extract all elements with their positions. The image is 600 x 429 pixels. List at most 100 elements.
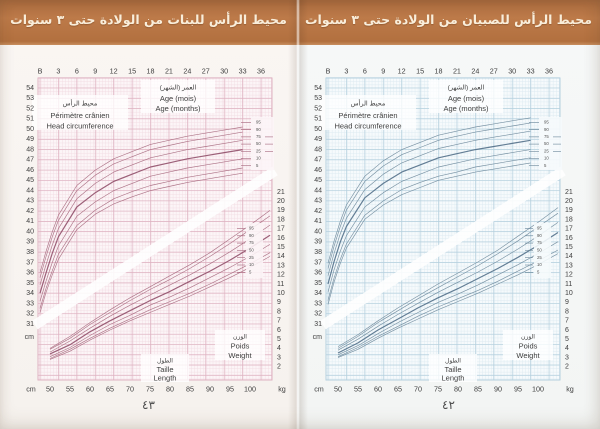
length-tick: 85 [186, 384, 194, 393]
head-curve-p10 [327, 157, 531, 301]
cm-tick: 42 [26, 208, 34, 215]
age-tick: 36 [545, 66, 553, 75]
length-label-text: الطول [445, 358, 461, 365]
length-tick: 85 [474, 384, 482, 393]
weight-curve-p90 [49, 215, 271, 350]
head-circumference-axis-labels: 54 53 52 51 50 49 48 47 46 45 44 43 42 41 40 39 38 37 36 35… [25, 85, 35, 341]
weight-percentile-label: 25 [249, 255, 254, 260]
age-label: العمر (الشهر) Age (mois)Age (months) [141, 80, 215, 113]
page-number-girls: ٤٣ [142, 398, 155, 412]
cm-tick: 32 [314, 311, 322, 318]
kg-tick: 14 [565, 253, 573, 260]
head-curve-p95 [327, 117, 531, 264]
kg-tick: 19 [565, 207, 573, 214]
head-percentile-labels: 95 90 75 50 25 10 5 [529, 117, 562, 170]
cm-tick: 36 [26, 270, 34, 277]
length-tick: 75 [434, 384, 442, 393]
cm-tick: 41 [314, 218, 322, 225]
length-tick: 55 [354, 384, 362, 393]
age-tick: 18 [435, 66, 443, 75]
age-tick: 9 [381, 66, 385, 75]
head-curve-p5 [39, 172, 243, 313]
cm-tick: 45 [26, 177, 34, 184]
cm-tick: 44 [314, 187, 322, 194]
head-circumference-axis-labels: 54 53 52 51 50 49 48 47 46 45 44 43 42 41 40 39 38 37 36 35… [313, 85, 323, 341]
weight-percentile-label: 5 [249, 269, 252, 274]
cm-tick: 34 [26, 290, 34, 297]
weight-curve-p50 [337, 231, 559, 354]
weight-curve-p90 [337, 212, 559, 349]
cm-tick: 43 [314, 198, 322, 205]
cm-tick: 31 [26, 321, 34, 328]
head-circumference-curves [327, 117, 531, 305]
cm-tick: 49 [26, 136, 34, 143]
cm-tick: 46 [314, 167, 322, 174]
head-percentile-label: 95 [256, 120, 261, 125]
head-circumference-label-text: Head circumference [334, 121, 401, 130]
age-tick: 30 [220, 66, 228, 75]
kg-tick: 12 [565, 272, 573, 279]
head-curve-p90 [327, 122, 531, 269]
weight-curve-p25 [337, 241, 559, 356]
cm-tick: 50 [26, 126, 34, 133]
cm-tick: 40 [26, 228, 34, 235]
length-axis-labels: cm 50 55 60 65 70 75 80 85 90 95 100 kg [26, 384, 286, 393]
length-unit: cm [26, 384, 36, 393]
length-tick: 80 [166, 384, 174, 393]
weight-percentile-label: 95 [249, 226, 254, 231]
cm-tick: 44 [26, 187, 34, 194]
weight-percentile-label: 50 [249, 248, 254, 253]
age-tick: 21 [165, 66, 173, 75]
kg-tick: 4 [565, 345, 569, 352]
head-curve-p75 [39, 139, 243, 286]
age-tick: 3 [344, 66, 348, 75]
cm-tick: 48 [26, 146, 34, 153]
cm-tick: 51 [314, 116, 322, 123]
age-tick: 24 [471, 66, 479, 75]
weight-curve-p10 [337, 249, 559, 357]
weight-curve-p10 [49, 252, 271, 359]
age-tick: 21 [453, 66, 461, 75]
length-tick: 90 [494, 384, 502, 393]
age-tick: 30 [508, 66, 516, 75]
weight-label-text: Poids [231, 341, 250, 350]
cm-tick: 54 [26, 85, 34, 92]
weight-curve-p50 [49, 234, 271, 355]
age-axis-labels: B 3 6 9 12 15 18 21 24 27 30 33 36 [38, 66, 265, 75]
age-label-text: العمر (الشهر) [448, 85, 485, 92]
kg-tick: 18 [565, 216, 573, 223]
kg-tick: 16 [277, 235, 285, 242]
kg-tick: 17 [565, 226, 573, 233]
length-tick: 65 [394, 384, 402, 393]
kg-tick: 19 [277, 207, 285, 214]
kg-tick: 18 [277, 216, 285, 223]
age-tick: 3 [56, 66, 60, 75]
weight-percentile-label: 10 [537, 262, 542, 267]
weight-curve-p25 [49, 244, 271, 357]
head-curve-p75 [327, 130, 531, 276]
length-axis-labels: cm 50 55 60 65 70 75 80 85 90 95 100 kg [314, 384, 574, 393]
kg-tick: 3 [277, 354, 281, 361]
weight-curve-p95 [337, 207, 559, 347]
length-tick: 50 [46, 384, 54, 393]
weight-percentile-label: 50 [537, 248, 542, 253]
page-number-boys: ٤٢ [442, 398, 455, 412]
length-label-text: Length [442, 373, 465, 382]
weight-for-length-curves [337, 207, 559, 358]
kg-tick: 13 [565, 262, 573, 269]
length-label-text: Taille [156, 365, 173, 374]
age-tick: 24 [183, 66, 191, 75]
kg-tick: 5 [565, 336, 569, 343]
kg-tick: 10 [277, 290, 285, 297]
cm-tick: 47 [26, 157, 34, 164]
age-tick: 15 [128, 66, 136, 75]
head-percentile-label: 25 [544, 148, 549, 153]
length-tick: 60 [86, 384, 94, 393]
length-tick: 65 [106, 384, 114, 393]
